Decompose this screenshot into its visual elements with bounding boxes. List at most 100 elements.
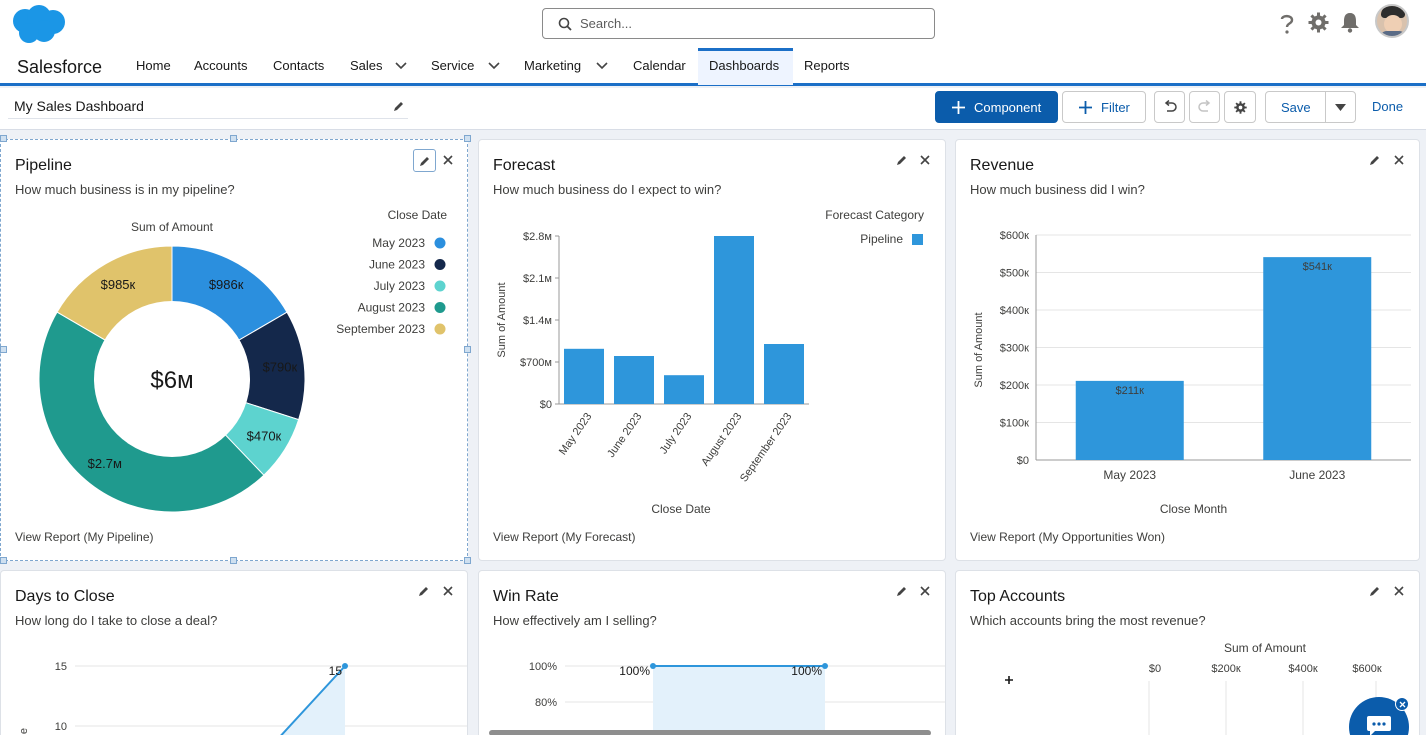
y-tick-label: $300к [1000, 343, 1029, 355]
card-title: Forecast [493, 157, 556, 174]
resize-handle[interactable] [0, 135, 7, 142]
nav-item-calendar[interactable]: Calendar [633, 58, 686, 73]
data-point-label: 100% [791, 664, 822, 678]
win-rate-card[interactable]: Win Rate How effectively am I selling? 1… [478, 570, 946, 735]
view-report-link[interactable]: View Report (My Pipeline) [15, 530, 154, 544]
axis-tick-label: $0 [1149, 663, 1161, 675]
nav-item-accounts[interactable]: Accounts [194, 58, 248, 73]
edit-pencil-icon[interactable] [896, 585, 908, 597]
save-button[interactable]: Save [1265, 91, 1326, 123]
resize-handle[interactable] [464, 346, 471, 353]
revenue-bar-chart[interactable]: $0 $100к $200к $300к $400к $500к $600к $211к May… [956, 140, 1420, 530]
top-accounts-card[interactable]: Top Accounts Which accounts bring the mo… [955, 570, 1420, 735]
resize-handle[interactable] [464, 135, 471, 142]
search-icon [558, 17, 572, 31]
nav-item-sales[interactable]: Sales [350, 58, 383, 73]
bar [564, 348, 604, 404]
revenue-card[interactable]: Revenue How much business did I win? $0 $… [955, 139, 1420, 561]
nav-item-reports[interactable]: Reports [804, 58, 850, 73]
global-search-input[interactable]: Search... [542, 8, 935, 39]
top-accounts-bar-chart[interactable]: Sum of Amount $0 $200к $400к $600к [956, 571, 1420, 735]
plus-icon [952, 101, 965, 114]
close-icon[interactable] [920, 155, 930, 165]
view-report-link[interactable]: View Report (My Forecast) [493, 530, 636, 544]
resize-handle[interactable] [464, 557, 471, 564]
y-tick-label: 100% [529, 661, 557, 673]
bar [1075, 380, 1184, 460]
save-menu-button[interactable] [1325, 91, 1356, 123]
legend-swatch [434, 237, 446, 249]
y-tick-label: $500к [1000, 268, 1029, 280]
y-tick-label: $100к [1000, 418, 1029, 430]
add-filter-button[interactable]: Filter [1062, 91, 1146, 123]
x-tick-label: May 2023 [557, 411, 595, 457]
resize-handle[interactable] [0, 557, 7, 564]
days-to-close-card[interactable]: Days to Close How long do I take to clos… [0, 570, 468, 735]
chat-icon [1367, 716, 1391, 735]
card-title: Pipeline [15, 157, 72, 174]
legend-title: Forecast Category [825, 208, 924, 222]
close-icon[interactable] [443, 155, 453, 165]
nav-item-service[interactable]: Service [431, 58, 475, 73]
chevron-down-icon[interactable] [395, 62, 407, 70]
salesforce-cloud-logo[interactable] [9, 4, 67, 44]
card-subtitle: Which accounts bring the most revenue? [970, 613, 1206, 628]
x-tick-label: June 2023 [605, 411, 644, 460]
close-icon[interactable] [1394, 155, 1404, 165]
horizontal-scrollbar[interactable] [489, 730, 931, 735]
y-tick-label: $200к [1000, 380, 1029, 392]
legend-swatch [434, 280, 446, 292]
gear-icon [1234, 101, 1247, 114]
undo-button[interactable] [1154, 91, 1185, 123]
dashboard-name-input[interactable]: My Sales Dashboard [14, 98, 144, 114]
win-rate-area-chart[interactable]: 100% 80% 100% 100% [479, 571, 946, 735]
view-report-link[interactable]: View Report (My Opportunities Won) [970, 530, 1165, 544]
nav-item-contacts[interactable]: Contacts [273, 58, 325, 73]
resize-handle[interactable] [230, 557, 237, 564]
done-button[interactable]: Done [1372, 99, 1404, 114]
legend-swatch [434, 323, 446, 335]
help-icon[interactable] [1278, 13, 1296, 35]
close-icon[interactable] [920, 586, 930, 596]
nav-item-marketing[interactable]: Marketing [524, 58, 582, 73]
edit-pencil-icon[interactable] [896, 154, 908, 166]
pipeline-card[interactable]: Pipeline How much business is in my pipe… [0, 139, 468, 561]
chevron-down-icon[interactable] [488, 62, 500, 70]
chat-dismiss-button[interactable] [1395, 697, 1409, 711]
legend-swatch [434, 259, 446, 270]
data-point [342, 663, 348, 669]
nav-item-dashboards[interactable]: Dashboards [709, 58, 780, 73]
y-tick-label: 15 [55, 661, 67, 673]
y-axis-title-fragment: e [18, 728, 30, 734]
edit-pencil-icon[interactable] [418, 585, 430, 597]
gear-icon[interactable] [1308, 12, 1329, 33]
close-icon [1399, 701, 1406, 708]
notifications-bell-icon[interactable] [1340, 12, 1360, 33]
add-component-label: Component [974, 100, 1042, 115]
legend-title: Close Date [388, 208, 448, 222]
edit-pencil-icon[interactable] [1369, 154, 1381, 166]
days-to-close-line-chart[interactable]: 15 10 15 e [1, 571, 468, 735]
y-tick-label: 10 [55, 721, 67, 733]
card-subtitle: How much business is in my pipeline? [15, 182, 235, 197]
forecast-card[interactable]: Forecast How much business do I expect t… [478, 139, 946, 561]
edit-pencil-icon[interactable] [393, 100, 405, 112]
pipeline-donut-chart[interactable]: Sum of Amount Close Date $986к $790к $470к… [1, 140, 468, 520]
axis-tick-label: $600к [1352, 663, 1381, 675]
dashboard-settings-button[interactable] [1224, 91, 1256, 123]
close-icon[interactable] [1394, 586, 1404, 596]
legend-swatch [434, 302, 446, 313]
resize-handle[interactable] [0, 346, 7, 353]
nav-item-home[interactable]: Home [136, 58, 171, 73]
forecast-bar-chart[interactable]: Forecast Category Pipeline $0 $700м $1.4м $… [479, 140, 946, 530]
edit-pencil-icon[interactable] [1369, 585, 1381, 597]
slice-data-label: $986к [209, 277, 244, 292]
card-subtitle: How effectively am I selling? [493, 613, 657, 628]
resize-handle[interactable] [230, 135, 237, 142]
edit-component-button[interactable] [413, 149, 436, 172]
user-avatar[interactable] [1375, 4, 1409, 38]
redo-button[interactable] [1189, 91, 1220, 123]
chevron-down-icon[interactable] [596, 62, 608, 70]
close-icon[interactable] [443, 586, 453, 596]
add-component-button[interactable]: Component [935, 91, 1058, 123]
